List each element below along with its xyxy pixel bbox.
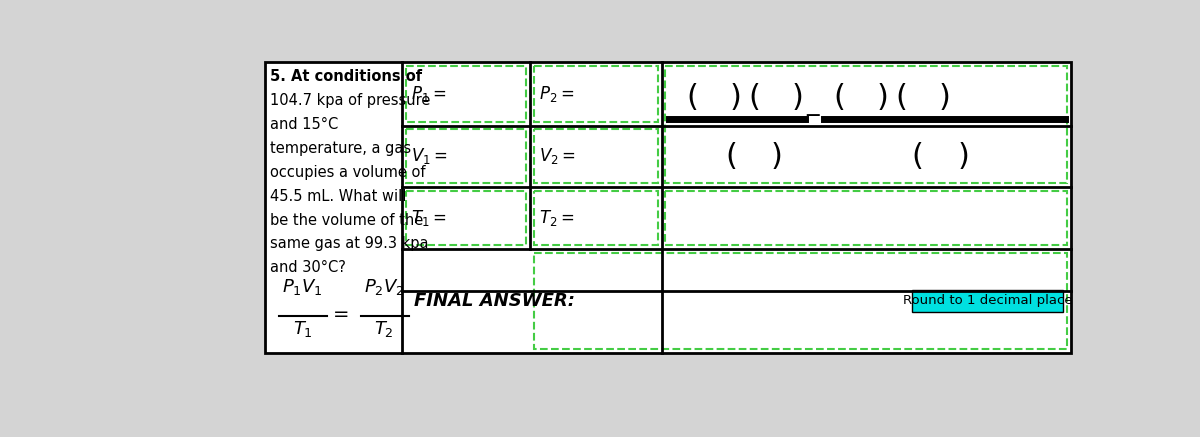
Text: (: ( <box>911 142 923 171</box>
Text: (: ( <box>896 83 907 112</box>
Text: ): ) <box>791 83 803 112</box>
Text: $T_2=$: $T_2=$ <box>539 208 575 228</box>
Bar <box>912 290 1063 312</box>
Text: $V_1=$: $V_1=$ <box>412 146 448 166</box>
Text: Round to 1 decimal place: Round to 1 decimal place <box>902 294 1073 307</box>
Text: ): ) <box>958 142 970 171</box>
Text: temperature, a gas: temperature, a gas <box>270 141 412 156</box>
Bar <box>406 129 526 184</box>
Bar <box>406 191 526 245</box>
Text: _: _ <box>806 92 818 116</box>
Text: ): ) <box>876 83 888 112</box>
Text: 45.5 mL. What will: 45.5 mL. What will <box>270 189 407 204</box>
Text: 5. At conditions of: 5. At conditions of <box>270 69 422 84</box>
Text: ): ) <box>730 83 742 112</box>
Bar <box>534 191 658 245</box>
Text: 104.7 kpa of pressure: 104.7 kpa of pressure <box>270 93 431 108</box>
Text: $T_1$: $T_1$ <box>293 319 313 339</box>
Text: ): ) <box>938 83 950 112</box>
Bar <box>534 66 658 122</box>
Bar <box>534 253 1067 349</box>
Text: $T_2$: $T_2$ <box>374 319 394 339</box>
Text: $V_2=$: $V_2=$ <box>539 146 576 166</box>
Text: (: ( <box>749 83 761 112</box>
Text: $T_1=$: $T_1=$ <box>412 208 446 228</box>
Text: be the volume of the: be the volume of the <box>270 212 424 228</box>
Bar <box>265 62 1070 353</box>
Text: (: ( <box>725 142 737 171</box>
Text: FINAL ANSWER:: FINAL ANSWER: <box>414 292 575 310</box>
Text: occupies a volume of: occupies a volume of <box>270 165 426 180</box>
Text: (: ( <box>834 83 846 112</box>
Bar <box>406 66 526 122</box>
Text: (: ( <box>686 83 698 112</box>
Text: $P_2V_2$: $P_2V_2$ <box>364 277 404 297</box>
Text: same gas at 99.3 kpa: same gas at 99.3 kpa <box>270 236 428 251</box>
Bar <box>665 66 1067 184</box>
Text: and 15°C: and 15°C <box>270 117 338 132</box>
Text: and 30°C?: and 30°C? <box>270 260 346 275</box>
Text: =: = <box>334 305 349 324</box>
Text: $P_1V_1$: $P_1V_1$ <box>282 277 323 297</box>
Text: $P_2=$: $P_2=$ <box>539 83 575 104</box>
Text: $P_1=$: $P_1=$ <box>412 83 446 104</box>
Bar <box>534 129 658 184</box>
Text: ): ) <box>770 142 782 171</box>
Bar <box>665 191 1067 245</box>
